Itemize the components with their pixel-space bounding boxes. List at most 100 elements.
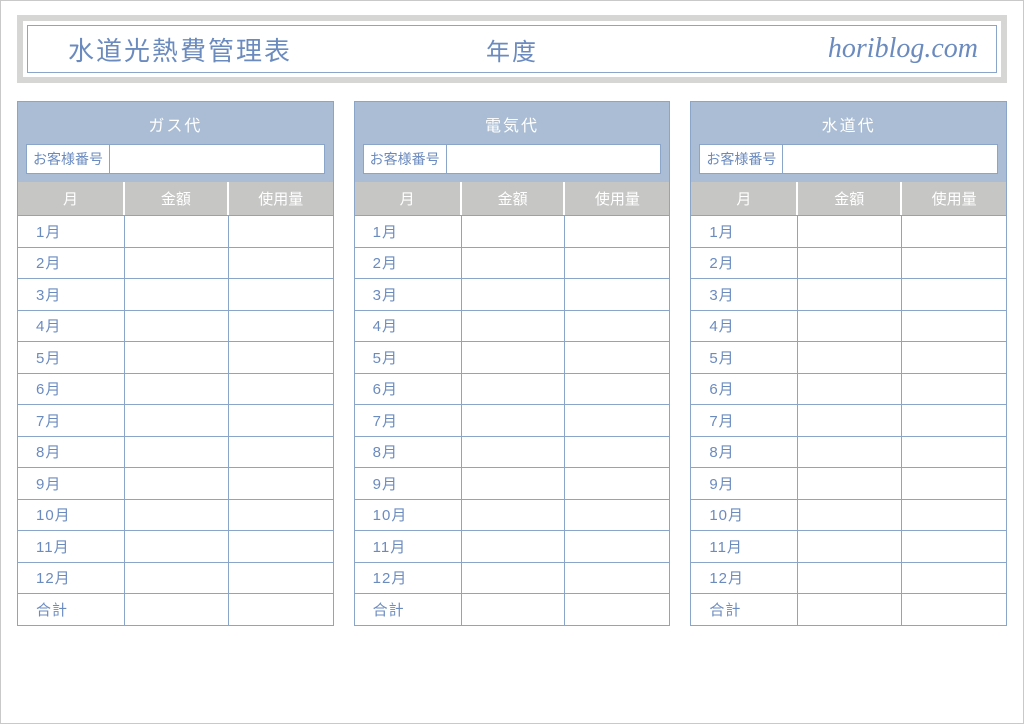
usage-cell[interactable] [565, 374, 669, 405]
amount-cell[interactable] [125, 500, 229, 531]
usage-cell[interactable] [902, 437, 1006, 468]
usage-cell[interactable] [902, 468, 1006, 499]
amount-cell[interactable] [462, 500, 566, 531]
amount-cell[interactable] [125, 248, 229, 279]
amount-cell[interactable] [462, 531, 566, 562]
usage-cell[interactable] [902, 216, 1006, 247]
table-row: 1月 [355, 215, 670, 247]
amount-cell[interactable] [462, 374, 566, 405]
amount-cell[interactable] [798, 563, 902, 594]
usage-cell[interactable] [565, 279, 669, 310]
table-row: 11月 [691, 530, 1006, 562]
utility-panel: 電気代お客様番号月金額使用量1月2月3月4月5月6月7月8月9月10月11月12… [354, 101, 671, 626]
amount-cell[interactable] [125, 405, 229, 436]
usage-cell[interactable] [565, 437, 669, 468]
usage-cell[interactable] [229, 531, 333, 562]
amount-cell[interactable] [798, 216, 902, 247]
amount-cell[interactable] [462, 216, 566, 247]
usage-cell[interactable] [902, 248, 1006, 279]
amount-cell[interactable] [798, 437, 902, 468]
usage-cell[interactable] [902, 500, 1006, 531]
amount-cell[interactable] [798, 279, 902, 310]
amount-cell[interactable] [798, 248, 902, 279]
usage-cell[interactable] [229, 500, 333, 531]
table-row: 12月 [691, 562, 1006, 594]
month-cell: 7月 [691, 405, 798, 436]
usage-cell[interactable] [229, 216, 333, 247]
amount-cell[interactable] [125, 531, 229, 562]
usage-cell[interactable] [902, 311, 1006, 342]
customer-number-field[interactable] [783, 144, 998, 174]
usage-cell[interactable] [565, 531, 669, 562]
usage-cell[interactable] [229, 248, 333, 279]
amount-cell[interactable] [125, 594, 229, 625]
panel-head: 水道代お客様番号 [691, 102, 1006, 182]
table-row: 7月 [691, 404, 1006, 436]
table-row: 8月 [691, 436, 1006, 468]
amount-cell[interactable] [462, 279, 566, 310]
usage-cell[interactable] [902, 279, 1006, 310]
usage-cell[interactable] [902, 594, 1006, 625]
usage-cell[interactable] [565, 342, 669, 373]
panel-head: 電気代お客様番号 [355, 102, 670, 182]
amount-cell[interactable] [125, 216, 229, 247]
amount-cell[interactable] [798, 594, 902, 625]
amount-cell[interactable] [125, 311, 229, 342]
table-row: 9月 [691, 467, 1006, 499]
table-body: 1月2月3月4月5月6月7月8月9月10月11月12月合計 [691, 215, 1006, 625]
usage-cell[interactable] [565, 594, 669, 625]
column-header-amount: 金額 [798, 182, 902, 215]
amount-cell[interactable] [462, 594, 566, 625]
usage-cell[interactable] [229, 342, 333, 373]
amount-cell[interactable] [125, 468, 229, 499]
usage-cell[interactable] [565, 468, 669, 499]
usage-cell[interactable] [565, 563, 669, 594]
usage-cell[interactable] [229, 311, 333, 342]
amount-cell[interactable] [462, 405, 566, 436]
usage-cell[interactable] [229, 437, 333, 468]
amount-cell[interactable] [462, 437, 566, 468]
amount-cell[interactable] [125, 279, 229, 310]
amount-cell[interactable] [798, 500, 902, 531]
amount-cell[interactable] [798, 342, 902, 373]
usage-cell[interactable] [902, 531, 1006, 562]
usage-cell[interactable] [902, 405, 1006, 436]
usage-cell[interactable] [565, 311, 669, 342]
amount-cell[interactable] [462, 468, 566, 499]
usage-cell[interactable] [902, 563, 1006, 594]
amount-cell[interactable] [462, 342, 566, 373]
column-header-month: 月 [691, 182, 798, 215]
usage-cell[interactable] [565, 405, 669, 436]
panel-head: ガス代お客様番号 [18, 102, 333, 182]
amount-cell[interactable] [462, 311, 566, 342]
month-cell: 3月 [691, 279, 798, 310]
usage-cell[interactable] [565, 216, 669, 247]
amount-cell[interactable] [462, 248, 566, 279]
table-row: 合計 [355, 593, 670, 625]
usage-cell[interactable] [229, 279, 333, 310]
customer-number-field[interactable] [447, 144, 662, 174]
usage-cell[interactable] [565, 500, 669, 531]
usage-cell[interactable] [565, 248, 669, 279]
amount-cell[interactable] [798, 468, 902, 499]
amount-cell[interactable] [798, 531, 902, 562]
usage-cell[interactable] [229, 468, 333, 499]
usage-cell[interactable] [229, 405, 333, 436]
usage-cell[interactable] [229, 563, 333, 594]
amount-cell[interactable] [798, 374, 902, 405]
usage-cell[interactable] [902, 374, 1006, 405]
amount-cell[interactable] [125, 342, 229, 373]
amount-cell[interactable] [798, 405, 902, 436]
month-cell: 1月 [691, 216, 798, 247]
amount-cell[interactable] [125, 374, 229, 405]
amount-cell[interactable] [798, 311, 902, 342]
amount-cell[interactable] [125, 563, 229, 594]
usage-cell[interactable] [229, 374, 333, 405]
usage-cell[interactable] [902, 342, 1006, 373]
amount-cell[interactable] [125, 437, 229, 468]
customer-number-field[interactable] [110, 144, 325, 174]
column-header: 月金額使用量 [18, 182, 333, 215]
usage-cell[interactable] [229, 594, 333, 625]
utility-panel: 水道代お客様番号月金額使用量1月2月3月4月5月6月7月8月9月10月11月12… [690, 101, 1007, 626]
amount-cell[interactable] [462, 563, 566, 594]
